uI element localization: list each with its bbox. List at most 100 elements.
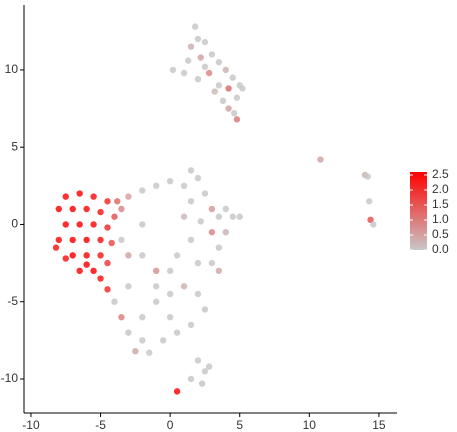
- point: [222, 205, 230, 213]
- point: [125, 252, 132, 259]
- point: [139, 187, 146, 194]
- point: [197, 54, 204, 61]
- point: [229, 74, 236, 81]
- point: [97, 252, 104, 259]
- point: [76, 190, 83, 197]
- point: [169, 66, 177, 74]
- point: [125, 283, 132, 290]
- point: [191, 23, 199, 30]
- point: [52, 244, 60, 251]
- point: [215, 213, 223, 220]
- point: [187, 236, 195, 244]
- colorbar-label: 0.0: [432, 242, 449, 256]
- point: [139, 337, 146, 344]
- point: [97, 236, 104, 244]
- point: [104, 259, 111, 267]
- point: [104, 224, 111, 231]
- point: [180, 69, 188, 77]
- y-tick-label: 10: [5, 62, 19, 76]
- y-tick-label: -10: [1, 371, 19, 385]
- point: [104, 198, 111, 205]
- point: [215, 244, 223, 251]
- colorbar-label: 1.5: [432, 197, 449, 211]
- point: [222, 66, 230, 74]
- point: [194, 35, 202, 43]
- x-tick-label: -5: [95, 418, 106, 432]
- point: [139, 252, 146, 259]
- point: [118, 205, 125, 213]
- point: [230, 109, 238, 117]
- point: [367, 216, 374, 224]
- point: [69, 236, 76, 244]
- point: [215, 58, 223, 66]
- point: [201, 38, 209, 46]
- point: [185, 57, 192, 64]
- point: [370, 221, 377, 228]
- point: [194, 174, 202, 182]
- point: [83, 236, 90, 244]
- x-tick-label: -10: [22, 418, 40, 432]
- point: [187, 375, 195, 383]
- point: [111, 213, 118, 220]
- point: [62, 221, 69, 228]
- point: [194, 75, 202, 83]
- point: [239, 85, 246, 92]
- point: [153, 182, 160, 190]
- point: [201, 63, 209, 71]
- point: [197, 218, 204, 225]
- point: [118, 313, 125, 321]
- point: [364, 173, 371, 180]
- point: [208, 51, 216, 58]
- point: [219, 97, 227, 105]
- point: [104, 286, 111, 293]
- point: [83, 252, 90, 259]
- point: [205, 363, 213, 370]
- point: [97, 275, 104, 282]
- point: [159, 337, 167, 344]
- point: [132, 347, 139, 355]
- point: [233, 94, 241, 101]
- point: [180, 283, 188, 290]
- point: [90, 193, 97, 200]
- point: [166, 267, 174, 275]
- colorbar-label: 0.5: [432, 227, 449, 241]
- y-tick-label: 5: [11, 139, 18, 153]
- point: [166, 313, 174, 321]
- point: [215, 82, 223, 89]
- point: [208, 205, 216, 213]
- point: [173, 252, 181, 259]
- point: [166, 177, 174, 185]
- x-tick-label: 10: [303, 418, 317, 432]
- x-tick-label: 5: [236, 418, 243, 432]
- x-tick-label: 15: [372, 418, 386, 432]
- point: [125, 329, 132, 336]
- point: [229, 213, 236, 220]
- colorbar-label: 2.5: [432, 167, 449, 181]
- point: [201, 190, 209, 197]
- point: [173, 388, 181, 395]
- point: [201, 368, 209, 375]
- point: [194, 259, 202, 267]
- point: [222, 228, 230, 236]
- x-tick-label: 0: [167, 418, 174, 432]
- point: [76, 267, 83, 275]
- point: [153, 267, 160, 275]
- point: [125, 193, 132, 200]
- point: [208, 228, 216, 236]
- point: [194, 357, 202, 364]
- point: [62, 255, 69, 262]
- point: [118, 236, 125, 244]
- points: [52, 23, 377, 395]
- point: [97, 208, 104, 216]
- point: [146, 349, 153, 356]
- point: [180, 182, 188, 190]
- point: [233, 116, 241, 123]
- point: [187, 321, 195, 329]
- point: [111, 298, 118, 305]
- point: [83, 205, 90, 213]
- point: [139, 313, 146, 321]
- point: [205, 69, 213, 77]
- point: [173, 329, 181, 336]
- point: [236, 213, 243, 220]
